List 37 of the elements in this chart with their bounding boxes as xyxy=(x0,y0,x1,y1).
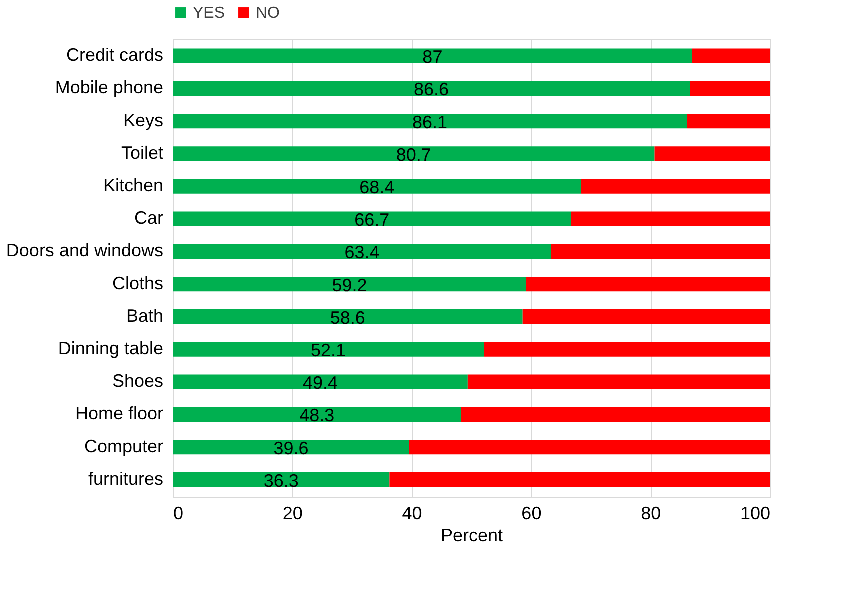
y-tick-label: Doors and windows xyxy=(6,240,164,261)
legend-label: NO xyxy=(256,5,280,22)
data-label: 66.7 xyxy=(354,210,390,230)
y-tick-label: Toilet xyxy=(121,142,164,163)
data-label: 86.6 xyxy=(414,80,450,100)
data-label: 86.1 xyxy=(412,112,448,132)
data-label: 80.7 xyxy=(396,144,432,165)
x-tick-label: 100 xyxy=(740,504,770,524)
data-label: 58.6 xyxy=(330,308,366,328)
y-tick-label: Home floor xyxy=(75,404,164,424)
y-tick-label: Kitchen xyxy=(103,176,164,196)
data-label: 52.1 xyxy=(310,340,346,360)
data-label: 63.4 xyxy=(344,242,380,263)
x-tick-label: 20 xyxy=(282,504,303,524)
x-axis-title: Percent xyxy=(440,526,504,546)
y-tick-label: Bath xyxy=(126,306,164,326)
y-tick-label: Computer xyxy=(84,436,164,456)
y-tick-label: Mobile phone xyxy=(55,78,164,98)
y-tick-label: Dinning table xyxy=(58,338,164,358)
data-label: 36.3 xyxy=(264,470,299,491)
data-label: 39.6 xyxy=(274,438,309,458)
x-tick-label: 80 xyxy=(641,504,662,524)
data-label: 59.2 xyxy=(332,275,368,296)
y-tick-label: Car xyxy=(134,208,164,228)
y-tick-label: Credit cards xyxy=(66,45,164,66)
legend-label: YES xyxy=(193,5,226,22)
data-label: 87 xyxy=(422,47,443,68)
x-tick-label: 0 xyxy=(174,504,184,524)
data-label: 48.3 xyxy=(300,406,335,426)
y-tick-label: Shoes xyxy=(112,371,164,392)
y-tick-label: furnitures xyxy=(88,468,164,489)
x-tick-label: 60 xyxy=(522,504,542,524)
x-tick-label: 40 xyxy=(402,504,422,524)
y-tick-label: Cloths xyxy=(112,273,164,294)
data-label: 68.4 xyxy=(360,178,395,198)
y-tick-label: Keys xyxy=(123,110,164,130)
data-label: 49.4 xyxy=(302,373,338,394)
